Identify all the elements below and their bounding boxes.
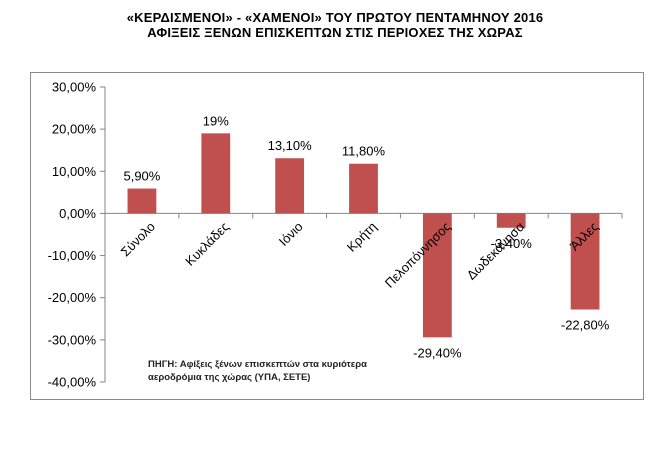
y-tick-label: 10,00%	[52, 164, 97, 179]
y-tick-label: -30,00%	[48, 332, 97, 347]
y-tick-label: -10,00%	[48, 248, 97, 263]
source-note-line2: αεροδρόμια της χώρας (ΥΠΑ, ΣΕΤΕ)	[148, 372, 310, 383]
data-label: -22,80%	[561, 318, 610, 333]
y-tick-label: 20,00%	[52, 122, 97, 137]
data-label: -3,40%	[491, 236, 533, 251]
category-label: Κυκλάδες	[182, 219, 232, 269]
data-labels: 5,90% 19% 13,10% 11,80% -29,40% -3,40% -22,80%	[123, 113, 609, 360]
y-tick-label: -40,00%	[48, 375, 97, 390]
category-label: Σύνολο	[118, 219, 158, 259]
category-labels: Σύνολο Κυκλάδες Ιόνιο Κρήτη Πελοπόννησος Δωδε…	[118, 219, 602, 291]
chart-frame	[30, 72, 644, 400]
data-label: 19%	[203, 113, 229, 128]
bars	[127, 133, 600, 338]
bar	[127, 188, 157, 214]
bar	[570, 213, 600, 310]
bar	[275, 158, 305, 214]
chart-title-line2: ΑΦΙΞΕΙΣ ΞΕΝΩΝ ΕΠΙΣΚΕΠΤΩΝ ΣΤΙΣ ΠΕΡΙΟΧΕΣ Τ…	[147, 25, 523, 40]
bar	[422, 213, 452, 338]
chart-title-line1: «ΚΕΡΔΙΣΜΕΝΟΙ» - «ΧΑΜΕΝΟΙ» ΤΟΥ ΠΡΩΤΟΥ ΠΕΝ…	[126, 10, 544, 25]
data-label: 13,10%	[268, 138, 313, 153]
data-label: 11,80%	[342, 144, 386, 159]
y-tick-label: 0,00%	[59, 206, 96, 221]
source-note-line1: ΠΗΓΗ: Αφίξεις ξένων επισκεπτών στα κυριό…	[148, 359, 367, 370]
data-label: -29,40%	[413, 345, 462, 360]
bar	[496, 213, 526, 228]
bar	[349, 163, 378, 214]
bar	[201, 133, 231, 214]
category-label: Ιόνιο	[276, 219, 306, 249]
y-tick-label: 30,00%	[52, 80, 97, 95]
data-label: 5,90%	[123, 169, 160, 184]
category-label: Κρήτη	[344, 219, 380, 255]
y-tick-label: -20,00%	[48, 290, 97, 305]
